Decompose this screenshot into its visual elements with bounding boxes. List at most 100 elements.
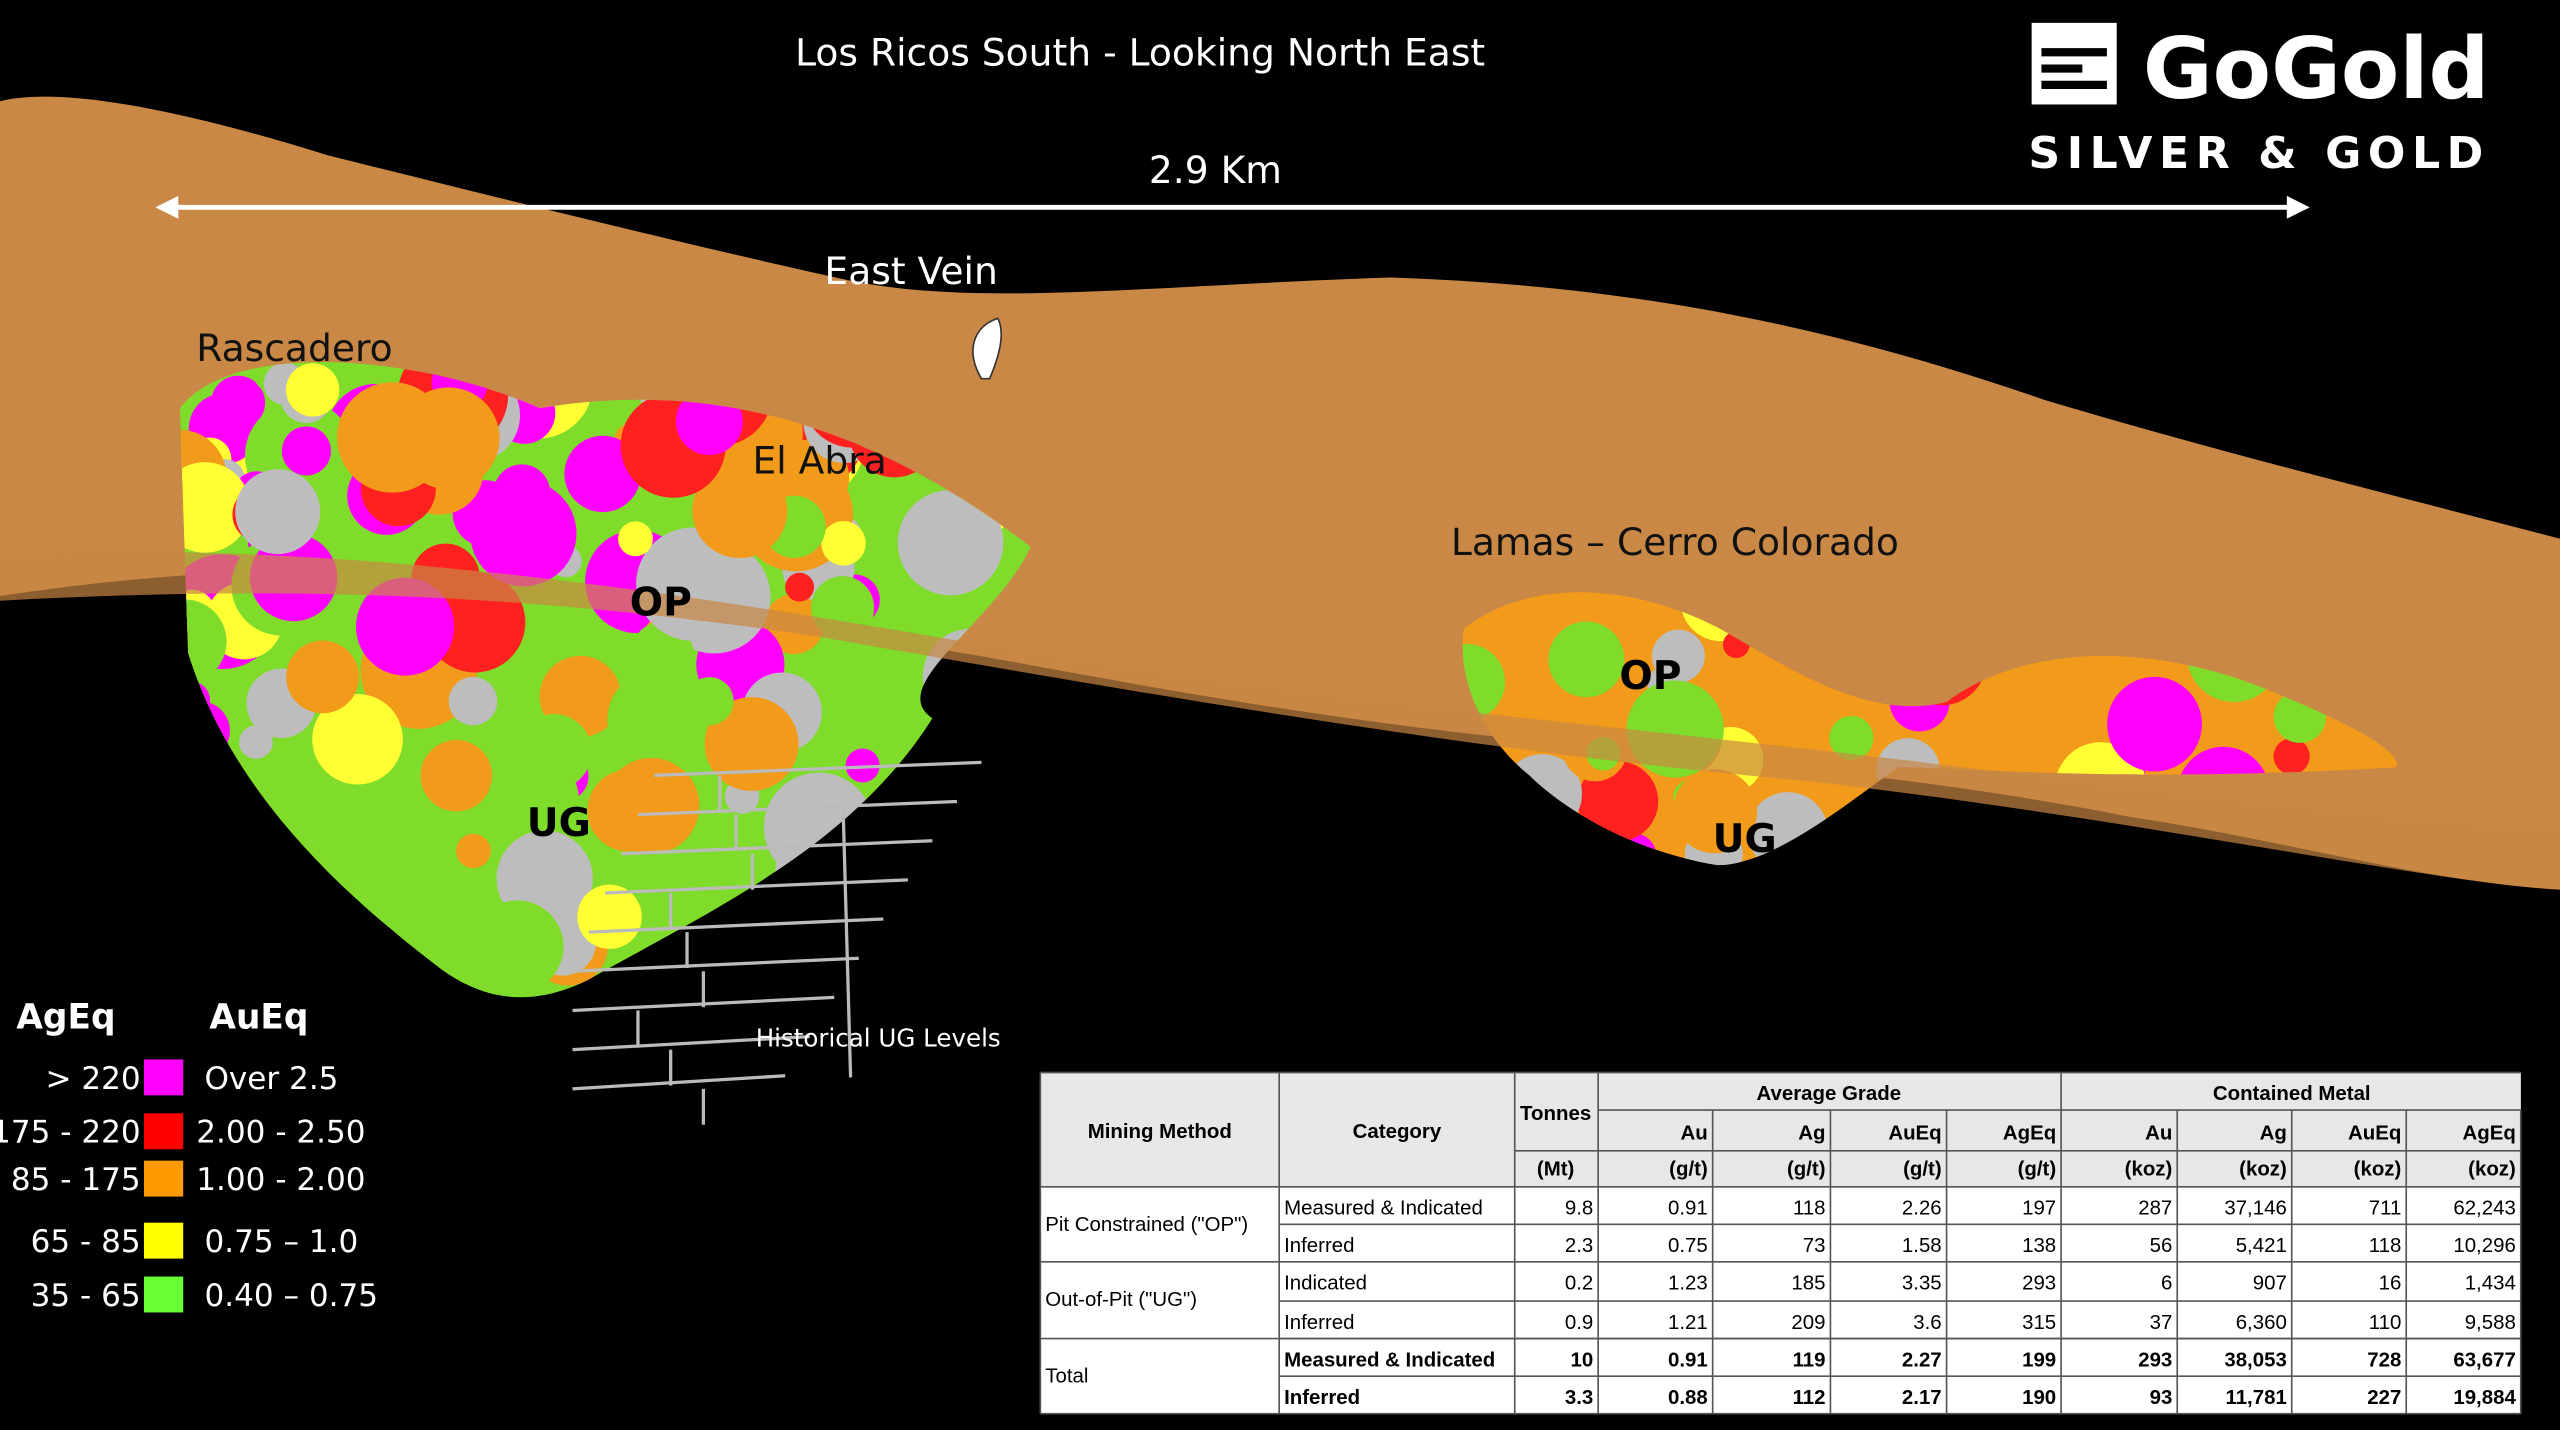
mine-level <box>621 839 933 856</box>
mine-level <box>572 1034 810 1052</box>
th-unit: (koz) <box>2468 1158 2516 1180</box>
cell: 1,434 <box>2465 1273 2516 1295</box>
grade-patch <box>456 833 491 869</box>
row-method: Out-of-Pit ("UG") <box>1045 1289 1197 1311</box>
mine-shaft <box>840 783 853 1078</box>
grade-patch <box>692 463 788 559</box>
cell: 6 <box>2161 1273 2172 1295</box>
title: Los Ricos South - Looking North East <box>795 30 1485 74</box>
label-ug-west: UG <box>527 801 591 846</box>
grade-patch <box>2107 676 2202 772</box>
legend-swatch <box>143 1113 184 1150</box>
legend-ageq: > 220 <box>45 1061 140 1097</box>
cell: 112 <box>1793 1387 1826 1409</box>
cell: 63,677 <box>2453 1349 2515 1371</box>
legend-aueq: Over 2.5 <box>204 1061 338 1097</box>
cell: 37,146 <box>2224 1198 2286 1220</box>
cell: 287 <box>2138 1198 2172 1220</box>
label-ug-east: UG <box>1713 817 1777 862</box>
scale-label: 2.9 Km <box>1149 148 1282 192</box>
grade-patch <box>821 521 866 566</box>
label-op-east: OP <box>1619 654 1681 699</box>
label-rascadero: Rascadero <box>196 326 392 370</box>
grade-patch <box>420 739 493 812</box>
th-unit: (koz) <box>2354 1158 2402 1180</box>
grade-patch <box>211 375 266 430</box>
th-column: Au <box>1681 1122 1708 1144</box>
cell: 190 <box>2022 1387 2056 1409</box>
cell: 315 <box>2022 1312 2056 1334</box>
east-vein-arrow <box>972 317 1002 380</box>
grade-patch <box>235 469 321 555</box>
cell: 11,781 <box>2225 1387 2286 1409</box>
cell: 1.58 <box>1902 1235 1942 1257</box>
cell: 3.3 <box>1565 1387 1593 1409</box>
row-category: Inferred <box>1284 1387 1360 1409</box>
cell: 37 <box>2150 1312 2173 1334</box>
mine-level <box>572 1074 786 1091</box>
grade-patch <box>1548 621 1625 698</box>
cell: 209 <box>1791 1312 1825 1334</box>
cell: 10,296 <box>2453 1235 2515 1257</box>
th-tonnes: Tonnes <box>1520 1103 1591 1125</box>
cell: 118 <box>2369 1235 2402 1257</box>
logo-icon-lines <box>2041 48 2107 89</box>
cell: 0.75 <box>1668 1235 1708 1257</box>
grade-patch <box>845 748 880 783</box>
grade-patch <box>2273 738 2310 775</box>
legend-swatch <box>143 1160 184 1197</box>
legend-ageq: 65 - 85 <box>31 1224 141 1260</box>
cell: 1.23 <box>1668 1273 1708 1295</box>
grade-patch <box>239 725 273 759</box>
th-unit: (koz) <box>2125 1158 2173 1180</box>
row-category: Indicated <box>1284 1273 1367 1295</box>
cell: 0.91 <box>1668 1349 1708 1371</box>
logo: GoGold SILVER & GOLD <box>2028 20 2489 179</box>
th-column: AgEq <box>2003 1122 2056 1144</box>
terrain-front <box>0 551 2560 890</box>
cell: 10 <box>1571 1349 1594 1371</box>
label-east-vein: East Vein <box>824 249 997 293</box>
legend-ageq: 85 - 175 <box>11 1162 141 1198</box>
grade-patch <box>618 521 653 557</box>
cell: 3.35 <box>1902 1273 1942 1295</box>
cell: 16 <box>2379 1273 2402 1295</box>
row-method: Total <box>1045 1366 1088 1388</box>
grade-patch <box>281 426 331 476</box>
table-header-bg <box>1040 1072 2521 1187</box>
th-tonnes-unit: (Mt) <box>1537 1158 1574 1180</box>
legend-ageq-title: AgEq <box>16 997 115 1037</box>
legend-ageq: 35 - 65 <box>31 1278 141 1314</box>
grade-patch <box>286 640 360 714</box>
mine-level <box>572 995 835 1013</box>
cell: 2.17 <box>1902 1387 1942 1409</box>
grade-patch <box>607 669 708 770</box>
th-column: Ag <box>1798 1122 1825 1144</box>
grade-patch <box>470 480 577 587</box>
th-unit: (koz) <box>2239 1158 2287 1180</box>
cell: 6,360 <box>2236 1312 2287 1334</box>
cell: 73 <box>1803 1235 1826 1257</box>
grade-patch <box>603 757 700 854</box>
th-contained-metal: Contained Metal <box>2213 1083 2371 1105</box>
label-lamas: Lamas – Cerro Colorado <box>1451 520 1899 564</box>
row-category: Inferred <box>1284 1312 1354 1334</box>
resource-table: Mining Method Category Tonnes (Mt) Average G… <box>1039 1071 2522 1415</box>
cell: 9.8 <box>1565 1198 1593 1220</box>
grade-patch <box>397 387 500 490</box>
grade-patch <box>897 489 1004 596</box>
legend-aueq: 0.40 – 0.75 <box>204 1278 378 1314</box>
label-el-abra: El Abra <box>752 438 886 482</box>
cell: 907 <box>2253 1273 2287 1295</box>
label-op-west: OP <box>630 580 692 625</box>
mine-level <box>654 760 982 778</box>
grade-patch <box>356 577 455 676</box>
cell: 93 <box>2150 1387 2173 1409</box>
legend: > 220 Over 2.5 175 - 220 2.00 - 2.50 85 - 17… <box>0 1059 378 1314</box>
cell: 199 <box>2022 1349 2056 1371</box>
mine-level <box>637 799 957 817</box>
legend-swatch <box>143 1222 184 1259</box>
row-category: Measured & Indicated <box>1284 1349 1495 1371</box>
th-column: AuEq <box>2348 1122 2401 1144</box>
mine-level <box>605 878 908 895</box>
